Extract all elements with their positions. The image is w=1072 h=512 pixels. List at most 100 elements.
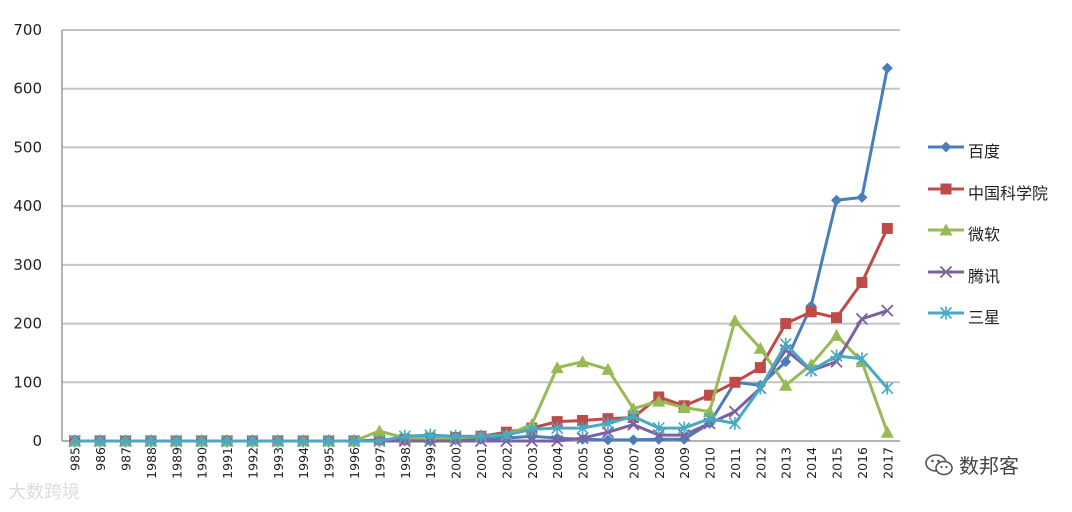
data-point [754, 381, 767, 395]
data-point [856, 276, 868, 288]
data-point [525, 422, 538, 436]
data-point [830, 349, 843, 363]
data-point [424, 428, 437, 442]
y-tick-label: 300 [13, 256, 42, 274]
data-point [881, 222, 893, 234]
data-point [297, 434, 310, 448]
x-tick-label: 2007 [626, 447, 641, 479]
series-2 [69, 222, 893, 447]
data-point [779, 378, 793, 391]
data-point [626, 402, 640, 415]
data-point [855, 312, 869, 326]
data-point [347, 434, 361, 448]
series-4 [68, 304, 894, 448]
x-tick-label: 2000 [449, 447, 464, 479]
legend-label: 百度 [968, 142, 1001, 161]
data-point [830, 328, 844, 341]
y-tick-label: 200 [13, 315, 42, 333]
legend-marker [940, 141, 952, 153]
legend-label: 腾讯 [968, 266, 1001, 286]
data-point [703, 405, 717, 418]
x-tick-label: 1991 [220, 447, 235, 479]
series-line [74, 227, 889, 443]
data-point [449, 429, 462, 443]
data-point [220, 434, 234, 448]
data-point [881, 304, 894, 317]
data-point [652, 421, 665, 435]
data-point [728, 314, 742, 327]
data-point [780, 356, 792, 368]
data-point [627, 409, 640, 423]
legend-swatch [928, 265, 964, 278]
data-point [678, 421, 691, 435]
legend-label: 中国科学院 [968, 183, 1049, 203]
data-point [805, 306, 817, 318]
data-point [576, 431, 589, 445]
axes [61, 30, 900, 442]
x-tick-label: 2005 [576, 447, 591, 479]
x-tick-label: 2016 [855, 447, 870, 479]
data-point [601, 416, 615, 430]
data-point [831, 312, 843, 324]
data-point [881, 381, 894, 395]
legend-marker [939, 265, 953, 278]
data-point [831, 194, 843, 206]
watermark-right: 数邦客 [925, 450, 1019, 479]
data-point [551, 421, 564, 435]
watermark-left: 大数跨境 [8, 478, 80, 504]
y-tick-label: 500 [13, 138, 42, 156]
legend-item: 百度 [928, 136, 1072, 178]
series-group [68, 62, 894, 448]
legend-swatch [928, 183, 964, 194]
x-tick-label: 2011 [728, 447, 743, 479]
y-tick-label: 0 [32, 432, 42, 450]
legend-item: 中国科学院 [928, 178, 1072, 220]
data-point [119, 434, 132, 448]
data-point [754, 362, 766, 374]
x-tick-label: 1997 [372, 447, 387, 479]
data-point [855, 352, 868, 366]
x-tick-label: 2010 [703, 447, 718, 479]
data-point [728, 416, 742, 430]
data-point [780, 318, 792, 330]
data-point [677, 401, 691, 414]
legend-item: 微软 [928, 219, 1072, 261]
data-point [576, 355, 590, 368]
legend-label: 三星 [968, 308, 1001, 327]
data-point [550, 361, 564, 374]
series-5 [68, 337, 894, 448]
series-1 [69, 62, 893, 447]
data-point [195, 434, 208, 448]
x-tick-label: 2003 [525, 447, 540, 479]
data-point [703, 412, 716, 426]
x-tick-labels: 985 986 987 1988 1989 1990 1991 1992 1993 1994 199… [68, 447, 896, 479]
data-point [881, 62, 893, 74]
data-point [753, 341, 767, 354]
data-point [144, 434, 157, 448]
x-tick-label: 1993 [271, 447, 286, 479]
x-tick-label: 2001 [474, 447, 489, 479]
x-tick-label: 2008 [652, 447, 667, 479]
y-tick-labels: 0 100 200 300 400 500 600 700 [13, 21, 42, 450]
data-point [880, 425, 894, 438]
legend-swatch [928, 223, 964, 236]
legend-item: 腾讯 [928, 261, 1072, 303]
x-tick-label: 2017 [880, 447, 895, 479]
legend-label: 微软 [968, 225, 1001, 244]
x-tick-label: 1999 [423, 447, 438, 479]
legend-marker [939, 306, 953, 320]
data-point [474, 429, 488, 443]
legend-item: 三星 [928, 302, 1072, 344]
data-point [601, 426, 615, 439]
y-tick-label: 400 [13, 197, 42, 215]
data-point [627, 434, 639, 446]
data-point [652, 394, 666, 407]
y-tick-label: 600 [13, 80, 42, 98]
x-tick-label: 2004 [550, 447, 565, 479]
x-tick-label: 2015 [830, 447, 845, 479]
series-3 [68, 314, 894, 447]
data-point [271, 434, 284, 448]
x-tick-label: 1992 [245, 447, 260, 479]
data-point [322, 434, 335, 448]
x-tick-label: 2002 [499, 447, 514, 479]
